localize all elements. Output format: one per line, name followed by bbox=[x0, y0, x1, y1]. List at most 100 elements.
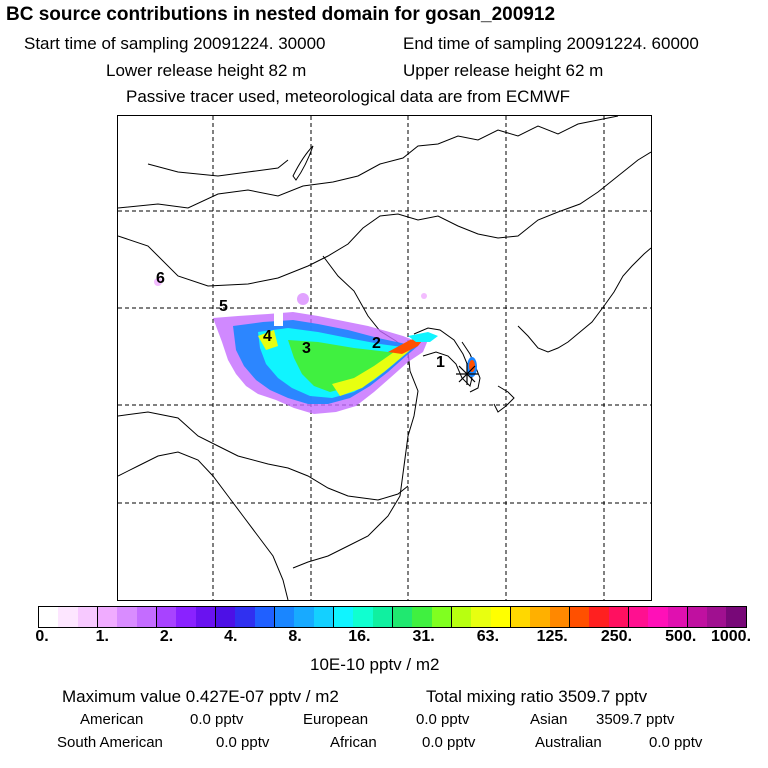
colorbar-tick-label: 63. bbox=[476, 628, 500, 645]
coastline bbox=[461, 341, 481, 393]
colorbar-swatch bbox=[117, 607, 137, 627]
plume-fringe bbox=[297, 293, 309, 305]
coastline bbox=[118, 116, 619, 209]
region-label-4: 4 bbox=[263, 328, 272, 345]
european-value: 0.0 pptv bbox=[416, 711, 470, 728]
colorbar-ticks: 0. 1. 2. 4. 8. 16. 31. 63. 125. 250. 500. 1000. bbox=[0, 628, 768, 648]
colorbar-swatch bbox=[490, 607, 510, 627]
colorbar-swatch bbox=[648, 607, 668, 627]
colorbar-swatch bbox=[195, 607, 215, 627]
colorbar-swatch bbox=[273, 607, 295, 627]
colorbar-tick-label: 500. bbox=[665, 628, 697, 645]
colorbar-swatch bbox=[471, 607, 491, 627]
american-value: 0.0 pptv bbox=[190, 711, 244, 728]
colorbar-tick-label: 16. bbox=[348, 628, 371, 645]
colorbar-tick-label: 125. bbox=[536, 628, 568, 645]
plume-hotspot bbox=[258, 330, 278, 350]
asian-label: Asian bbox=[530, 711, 568, 728]
coastlines bbox=[118, 116, 651, 600]
region-label-6: 6 bbox=[156, 270, 165, 287]
colorbar-swatch bbox=[353, 607, 373, 627]
colorbar-tick-label: 0. bbox=[35, 628, 49, 645]
colorbar-swatch bbox=[568, 607, 590, 627]
australian-value: 0.0 pptv bbox=[649, 734, 703, 751]
colorbar-swatch bbox=[431, 607, 451, 627]
colorbar-swatch bbox=[686, 607, 708, 627]
colorbar-swatch bbox=[77, 607, 97, 627]
plume-field bbox=[154, 278, 477, 414]
upper-release-label: Upper release height 62 m bbox=[403, 61, 604, 80]
south-american-value: 0.0 pptv bbox=[216, 734, 270, 751]
colorbar-swatch bbox=[294, 607, 314, 627]
coastline bbox=[292, 255, 419, 569]
colorbar-tick-label: 31. bbox=[412, 628, 435, 645]
colorbar-swatch bbox=[235, 607, 255, 627]
tracer-note: Passive tracer used, meteorological data… bbox=[126, 87, 571, 106]
colorbar-swatch bbox=[58, 607, 78, 627]
korea-hotspot-inner bbox=[469, 360, 475, 372]
border bbox=[118, 451, 289, 600]
asian-value: 3509.7 pptv bbox=[596, 711, 675, 728]
colorbar-swatch bbox=[372, 607, 392, 627]
colorbar-swatch bbox=[332, 607, 354, 627]
colorbar-tick-label: 1000. bbox=[710, 628, 752, 645]
african-label: African bbox=[330, 734, 377, 751]
colorbar-tick-label: 8. bbox=[288, 628, 302, 645]
plume-fringe bbox=[154, 278, 162, 286]
plume-contour-medium-high bbox=[288, 340, 408, 392]
colorbar-swatch bbox=[707, 607, 727, 627]
australian-label: Australian bbox=[535, 734, 602, 751]
colorbar-swatch bbox=[627, 607, 649, 627]
colorbar-swatch bbox=[176, 607, 196, 627]
colorbar-swatch bbox=[39, 607, 59, 627]
colorbar-swatch bbox=[450, 607, 472, 627]
south-american-label: South American bbox=[57, 734, 163, 751]
plume-coast-band bbox=[408, 332, 438, 342]
colorbar-swatch bbox=[412, 607, 432, 627]
region-label-1: 1 bbox=[436, 354, 445, 371]
colorbar-swatch bbox=[667, 607, 687, 627]
map-panel: 1 2 3 4 5 6 bbox=[117, 115, 652, 601]
colorbar-tick-label: 1. bbox=[95, 628, 109, 645]
european-label: European bbox=[303, 711, 369, 728]
colorbar-tick-label: 250. bbox=[600, 628, 633, 645]
total-mixing-ratio: Total mixing ratio 3509.7 pptv bbox=[426, 687, 648, 706]
colorbar-swatch bbox=[96, 607, 118, 627]
colorbar-swatch bbox=[136, 607, 156, 627]
region-label-3: 3 bbox=[302, 340, 311, 357]
colorbar bbox=[38, 606, 747, 628]
colorbar-swatch bbox=[313, 607, 333, 627]
colorbar-swatch bbox=[608, 607, 628, 627]
colorbar-swatch bbox=[530, 607, 550, 627]
lower-release-label: Lower release height 82 m bbox=[106, 61, 307, 80]
plume-fringe bbox=[421, 293, 427, 299]
chart-title: BC source contributions in nested domain… bbox=[6, 4, 556, 25]
colorbar-swatch bbox=[214, 607, 236, 627]
receptor-marker bbox=[456, 363, 478, 385]
colorbar-swatch bbox=[509, 607, 531, 627]
start-time-label: Start time of sampling 20091224. 30000 bbox=[24, 34, 326, 53]
border bbox=[147, 159, 289, 177]
colorbar-tick-label: 4. bbox=[224, 628, 238, 645]
colorbar-swatch bbox=[549, 607, 569, 627]
african-value: 0.0 pptv bbox=[422, 734, 476, 751]
coastline bbox=[493, 385, 515, 413]
end-time-label: End time of sampling 20091224. 60000 bbox=[403, 34, 699, 53]
region-label-2: 2 bbox=[372, 335, 381, 352]
coastline bbox=[517, 247, 651, 353]
region-label-5: 5 bbox=[219, 298, 228, 315]
plume-gap bbox=[274, 312, 283, 326]
border bbox=[118, 151, 651, 287]
border bbox=[118, 411, 409, 501]
map-svg: 1 2 3 4 5 6 bbox=[118, 116, 651, 600]
american-label: American bbox=[80, 711, 144, 728]
maximum-value: Maximum value 0.427E-07 pptv / m2 bbox=[62, 687, 339, 706]
lake-outline bbox=[292, 145, 314, 181]
colorbar-tick-label: 2. bbox=[159, 628, 174, 645]
colorbar-swatch bbox=[589, 607, 609, 627]
coastline bbox=[413, 327, 473, 387]
colorbar-unit: 10E-10 pptv / m2 bbox=[310, 655, 440, 674]
colorbar-swatch bbox=[155, 607, 177, 627]
colorbar-swatch bbox=[254, 607, 274, 627]
colorbar-swatch bbox=[726, 607, 746, 627]
